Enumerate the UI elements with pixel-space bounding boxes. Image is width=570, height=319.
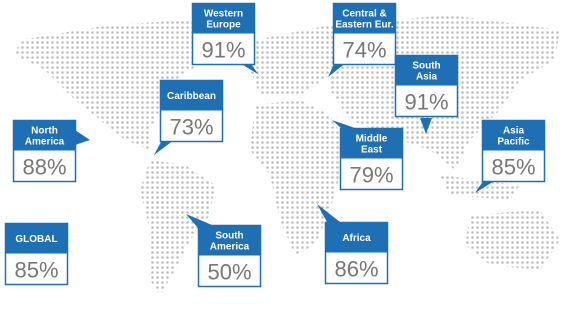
region-name: GLOBAL (15, 234, 57, 245)
region-name: Caribbean (167, 91, 216, 102)
region-callout: Central &Eastern Eur. 74% (328, 2, 397, 77)
callout-header (340, 128, 403, 159)
region-callout: Africa 86% (317, 204, 389, 285)
callout-header (5, 223, 68, 254)
callout-pointer (420, 118, 432, 134)
callout-pointer (475, 180, 496, 193)
region-name: Asia (503, 126, 525, 137)
region-name: Middle (356, 134, 388, 145)
callout-pointer (154, 140, 174, 155)
callout-pointer (186, 214, 212, 228)
region-name: Pacific (497, 137, 530, 148)
callout-pointer (332, 120, 355, 128)
callout-header (325, 222, 388, 253)
region-name: Asia (416, 72, 438, 83)
region-value: 74% (342, 38, 386, 63)
region-value: 73% (169, 115, 213, 140)
region-value: 85% (491, 155, 535, 180)
region-name: Central & (342, 9, 386, 20)
region-name: South (215, 231, 243, 242)
region-callout: GLOBAL 85% (4, 222, 69, 286)
callout-header (395, 55, 458, 86)
region-callout: Caribbean 73% (154, 79, 224, 155)
region-value: 85% (14, 258, 58, 283)
callout-header (13, 120, 76, 151)
region-name: Africa (342, 233, 371, 244)
region-name: Western (204, 9, 243, 20)
region-name: East (361, 145, 383, 156)
region-name: North (31, 126, 58, 137)
callout-header (160, 80, 223, 111)
region-value: 91% (201, 38, 245, 63)
callout-header (198, 225, 261, 256)
region-value: 50% (207, 260, 251, 285)
region-name: America (210, 242, 250, 253)
region-value: 91% (404, 90, 448, 115)
callout-pointer (75, 130, 90, 145)
continents (15, 10, 560, 295)
region-value: 79% (349, 163, 393, 188)
callout-header (333, 3, 396, 34)
region-name: South (412, 61, 440, 72)
callout-pointer (317, 204, 340, 222)
callout-header (482, 120, 545, 151)
region-name: Europe (206, 20, 241, 31)
callout-pointer (328, 62, 347, 77)
region-value: 86% (334, 257, 378, 282)
region-name: America (25, 137, 65, 148)
region-name: Eastern Eur. (335, 20, 394, 31)
callout-header (192, 3, 255, 34)
region-value: 88% (22, 155, 66, 180)
